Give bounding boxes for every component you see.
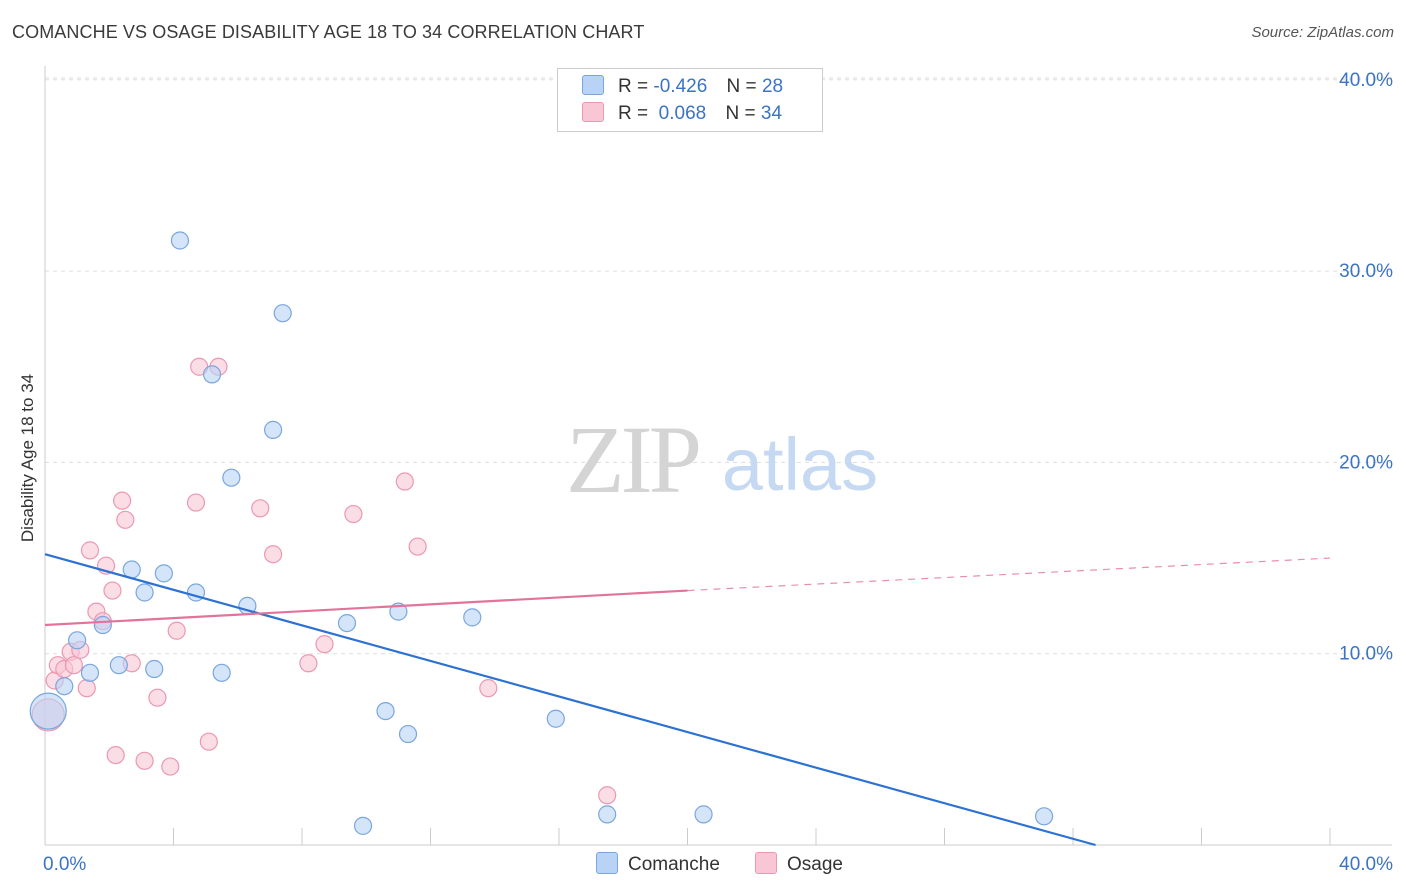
osage-point-26 <box>263 545 283 564</box>
osage-point-29 <box>344 504 363 524</box>
osage-points <box>31 357 617 805</box>
comanche-point-24 <box>546 709 565 728</box>
osage-n-value: 34 <box>760 103 783 124</box>
comanche-point-18 <box>337 613 357 633</box>
grid-lines <box>45 77 1392 655</box>
comanche-point-19 <box>353 816 373 835</box>
comanche-point-5 <box>109 656 128 675</box>
bottom-legend-comanche: Comanche <box>596 852 720 876</box>
legend-row-osage: R = 0.068 N = 34 <box>582 102 782 126</box>
comanche-point-10 <box>170 231 190 250</box>
comanche-point-13 <box>212 663 231 682</box>
tick-labels: 10.0% 20.0% 30.0% 40.0% 0.0% 40.0% <box>43 70 1393 875</box>
trend-lines <box>44 553 1331 847</box>
y-tick-label-40: 40.0% <box>1339 70 1393 91</box>
osage-point-13 <box>106 745 125 765</box>
y-tick-label-20: 20.0% <box>1339 452 1393 473</box>
y-tick-label-30: 30.0% <box>1339 261 1393 282</box>
osage-point-27 <box>299 654 318 673</box>
comanche-point-23 <box>463 608 482 627</box>
comanche-point-17 <box>273 304 292 323</box>
comanche-point-12 <box>202 365 222 384</box>
osage-point-21 <box>186 493 206 512</box>
comanche-point-26 <box>694 805 713 824</box>
osage-point-12 <box>103 581 122 600</box>
comanche-point-25 <box>598 805 617 824</box>
comanche-point-0 <box>29 692 67 730</box>
comanche-point-27 <box>1034 807 1054 826</box>
osage-point-5 <box>64 656 84 675</box>
watermark: ZIP atlas <box>566 406 878 513</box>
comanche-legend-swatch <box>596 852 618 874</box>
osage-point-15 <box>116 510 135 529</box>
osage-legend-swatch <box>755 852 777 874</box>
osage-point-18 <box>148 688 167 707</box>
osage-point-7 <box>77 679 96 698</box>
osage-r-value: 0.068 <box>653 103 707 124</box>
comanche-n-value: 28 <box>761 76 784 97</box>
osage-point-19 <box>161 757 180 776</box>
comanche-point-2 <box>68 631 87 650</box>
osage-trend-line <box>44 589 688 627</box>
comanche-point-9 <box>154 564 173 583</box>
osage-point-14 <box>112 491 132 510</box>
osage-point-23 <box>199 732 218 751</box>
watermark-zip: ZIP <box>566 406 699 513</box>
comanche-point-8 <box>145 659 164 679</box>
comanche-trend-line <box>44 553 1096 847</box>
x-tick-label-min: 0.0% <box>43 854 86 875</box>
comanche-point-20 <box>376 701 395 721</box>
comanche-r-value: -0.426 <box>653 76 708 97</box>
comanche-point-16 <box>263 420 283 439</box>
osage-point-31 <box>408 537 427 556</box>
comanche-swatch <box>582 75 604 95</box>
osage-point-25 <box>251 499 270 518</box>
osage-point-20 <box>167 621 186 640</box>
chart-title: COMANCHE VS OSAGE DISABILITY AGE 18 TO 3… <box>12 22 645 42</box>
comanche-point-4 <box>93 615 112 635</box>
y-tick-label-10: 10.0% <box>1339 644 1393 665</box>
osage-point-32 <box>479 679 498 698</box>
correlation-legend: R = -0.426 N = 28 R = 0.068 N = 34 <box>557 68 823 132</box>
osage-point-33 <box>598 786 617 805</box>
osage-point-17 <box>135 751 154 770</box>
comanche-point-3 <box>80 663 100 682</box>
osage-point-30 <box>395 472 414 491</box>
source-credit: Source: ZipAtlas.com <box>1251 24 1394 41</box>
osage-point-8 <box>80 541 100 560</box>
watermark-atlas: atlas <box>722 423 878 506</box>
comanche-point-14 <box>222 468 241 487</box>
osage-swatch <box>582 102 604 122</box>
x-tick-label-max: 40.0% <box>1339 854 1393 875</box>
legend-row-comanche: R = -0.426 N = 28 <box>582 75 783 99</box>
comanche-point-7 <box>135 583 154 602</box>
osage-point-28 <box>315 635 334 654</box>
osage-trend-line-extension <box>687 557 1331 592</box>
comanche-point-1 <box>55 677 74 696</box>
comanche-points <box>29 231 1054 835</box>
axes <box>44 66 1392 846</box>
bottom-legend-osage: Osage <box>755 852 843 876</box>
comanche-point-22 <box>398 724 418 744</box>
